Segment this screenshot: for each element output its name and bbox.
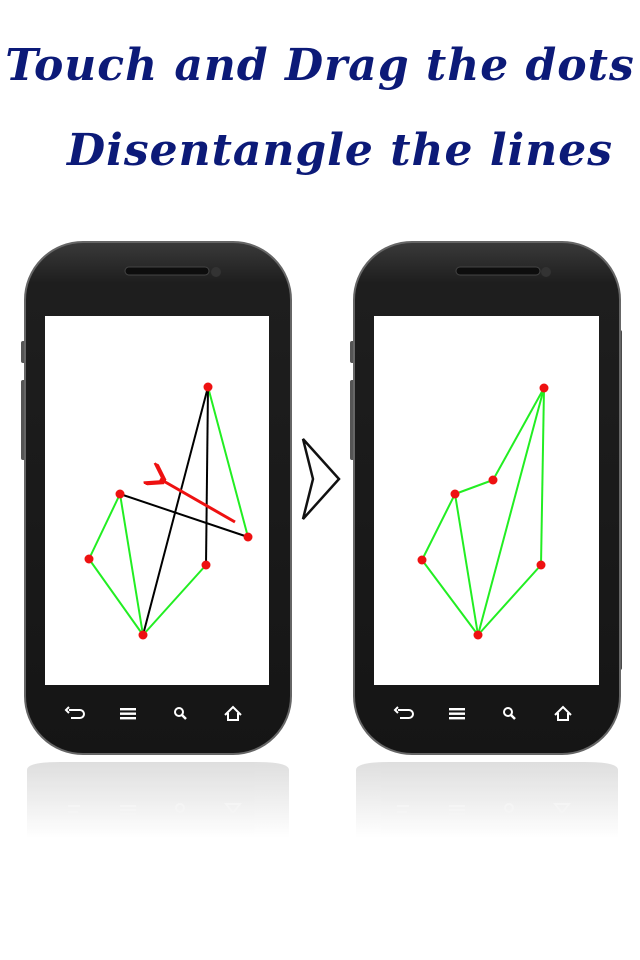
- home-icon: [554, 705, 572, 721]
- puzzle-dot[interactable]: [115, 489, 125, 499]
- search-icon: [174, 707, 187, 720]
- puzzle-dot[interactable]: [201, 560, 211, 570]
- menu-icon: [449, 708, 465, 720]
- back-icon: [64, 706, 85, 719]
- phone-after: [350, 241, 622, 755]
- drag-arrow: [160, 479, 236, 524]
- untangled-edge: [454, 493, 479, 636]
- crossing-edge: [205, 386, 209, 566]
- speaker-grille: [124, 266, 210, 276]
- nav-bar: [64, 705, 242, 721]
- speaker-grille: [455, 266, 541, 276]
- untangled-edge: [421, 559, 479, 636]
- phone-before-reflection: [27, 762, 289, 838]
- front-camera: [541, 267, 551, 277]
- puzzle-dot[interactable]: [536, 560, 546, 570]
- next-arrow-icon: [301, 438, 341, 520]
- puzzle-dot[interactable]: [203, 382, 213, 392]
- search-icon: [503, 707, 516, 720]
- home-icon: [224, 705, 242, 721]
- untangled-edge: [477, 564, 542, 636]
- untangled-edge: [540, 387, 545, 566]
- crossing-edge: [119, 493, 249, 538]
- untangled-edge: [142, 564, 207, 636]
- menu-icon: [120, 708, 136, 720]
- puzzle-dot[interactable]: [488, 475, 498, 485]
- puzzle-dot[interactable]: [84, 554, 94, 564]
- back-icon: [393, 706, 414, 719]
- puzzle-dot[interactable]: [450, 489, 460, 499]
- crossing-edge: [142, 386, 209, 636]
- untangled-edge: [207, 386, 249, 538]
- phone-screen: [45, 316, 269, 685]
- phone-screen: [374, 316, 599, 685]
- puzzle-dot[interactable]: [243, 532, 253, 542]
- nav-bar: [393, 705, 572, 721]
- phone-after-reflection: [356, 762, 618, 838]
- untangled-edge: [88, 493, 121, 560]
- untangled-edge: [454, 479, 494, 495]
- puzzle-dot[interactable]: [473, 630, 483, 640]
- puzzle-dot[interactable]: [417, 555, 427, 565]
- untangled-edge: [477, 387, 545, 636]
- untangled-edge: [492, 387, 545, 481]
- untangled-edge: [88, 558, 144, 636]
- untangled-edge: [119, 493, 144, 636]
- headline-touch-drag: Touch and Drag the dots: [5, 40, 635, 91]
- untangled-edge: [421, 493, 456, 561]
- headline-disentangle: Disentangle the lines: [66, 125, 614, 176]
- phone-before: [21, 241, 292, 755]
- puzzle-dot[interactable]: [539, 383, 549, 393]
- front-camera: [211, 267, 221, 277]
- puzzle-dot[interactable]: [138, 630, 148, 640]
